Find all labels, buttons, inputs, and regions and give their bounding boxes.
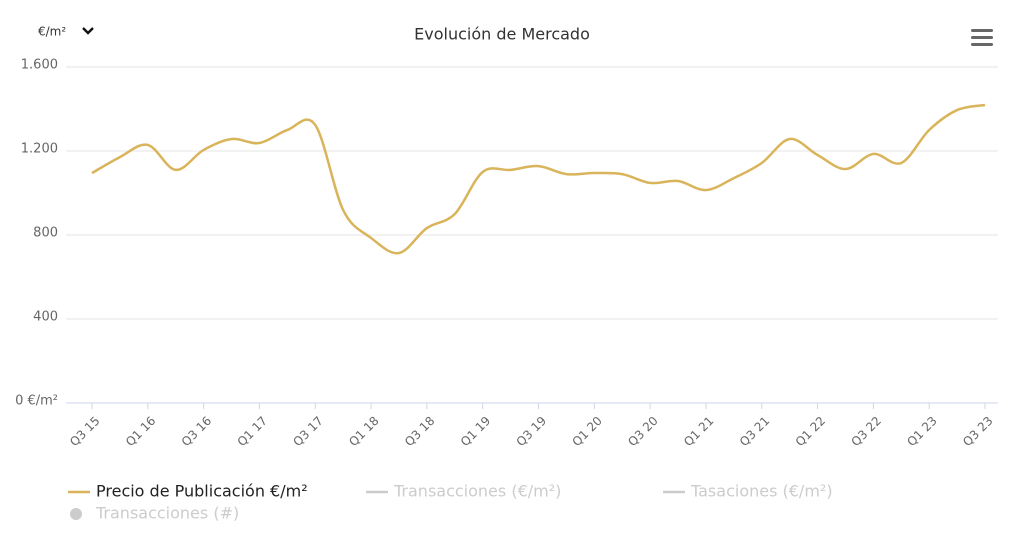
legend-label: Tasaciones (€/m²) bbox=[690, 482, 833, 501]
x-tick-label: Q3 20 bbox=[625, 414, 660, 449]
x-tick-label: Q3 18 bbox=[402, 414, 437, 449]
legend-label: Transacciones (#) bbox=[95, 504, 239, 523]
x-tick-label: Q3 15 bbox=[67, 414, 102, 449]
x-tick-label: Q3 21 bbox=[737, 414, 772, 449]
y-tick-label: 0 €/m² bbox=[15, 394, 58, 409]
legend-item[interactable]: Tasaciones (€/m²) bbox=[663, 482, 833, 501]
series-line bbox=[91, 103, 986, 255]
legend-label: Precio de Publicación €/m² bbox=[96, 482, 308, 501]
x-tick-label: Q1 23 bbox=[904, 414, 939, 449]
unit-selector[interactable]: €/m² bbox=[38, 25, 66, 39]
menu-bar bbox=[971, 36, 993, 39]
x-tick-label: Q3 23 bbox=[960, 414, 995, 449]
legend-item[interactable]: Transacciones (€/m²) bbox=[366, 482, 561, 501]
legend-symbol bbox=[70, 508, 82, 520]
x-tick-label: Q1 21 bbox=[681, 414, 716, 449]
x-tick-label: Q3 22 bbox=[848, 414, 883, 449]
x-tick-label: Q1 16 bbox=[123, 414, 158, 449]
x-tick-label: Q1 20 bbox=[569, 414, 604, 449]
menu-bar bbox=[971, 43, 993, 46]
x-tick-label: Q3 16 bbox=[179, 414, 214, 449]
x-tick-label: Q1 22 bbox=[793, 414, 828, 449]
y-tick-label: 800 bbox=[33, 226, 58, 241]
y-tick-label: 400 bbox=[33, 310, 58, 325]
y-tick-label: 1.200 bbox=[21, 142, 58, 157]
dropdown-arrow[interactable] bbox=[82, 27, 94, 35]
legend-label: Transacciones (€/m²) bbox=[393, 482, 561, 501]
x-tick-label: Q1 17 bbox=[235, 414, 270, 449]
legend-item[interactable]: Transacciones (#) bbox=[70, 504, 239, 523]
legend-item[interactable]: Precio de Publicación €/m² bbox=[68, 482, 308, 501]
x-tick-label: Q3 19 bbox=[514, 414, 549, 449]
menu-bar bbox=[971, 29, 993, 32]
x-tick-label: Q3 17 bbox=[290, 414, 325, 449]
x-tick-label: Q1 19 bbox=[458, 414, 493, 449]
menu-button[interactable] bbox=[971, 29, 993, 46]
y-tick-label: 1.600 bbox=[21, 58, 58, 73]
chart-title: Evolución de Mercado bbox=[414, 25, 590, 44]
x-tick-label: Q1 18 bbox=[346, 414, 381, 449]
